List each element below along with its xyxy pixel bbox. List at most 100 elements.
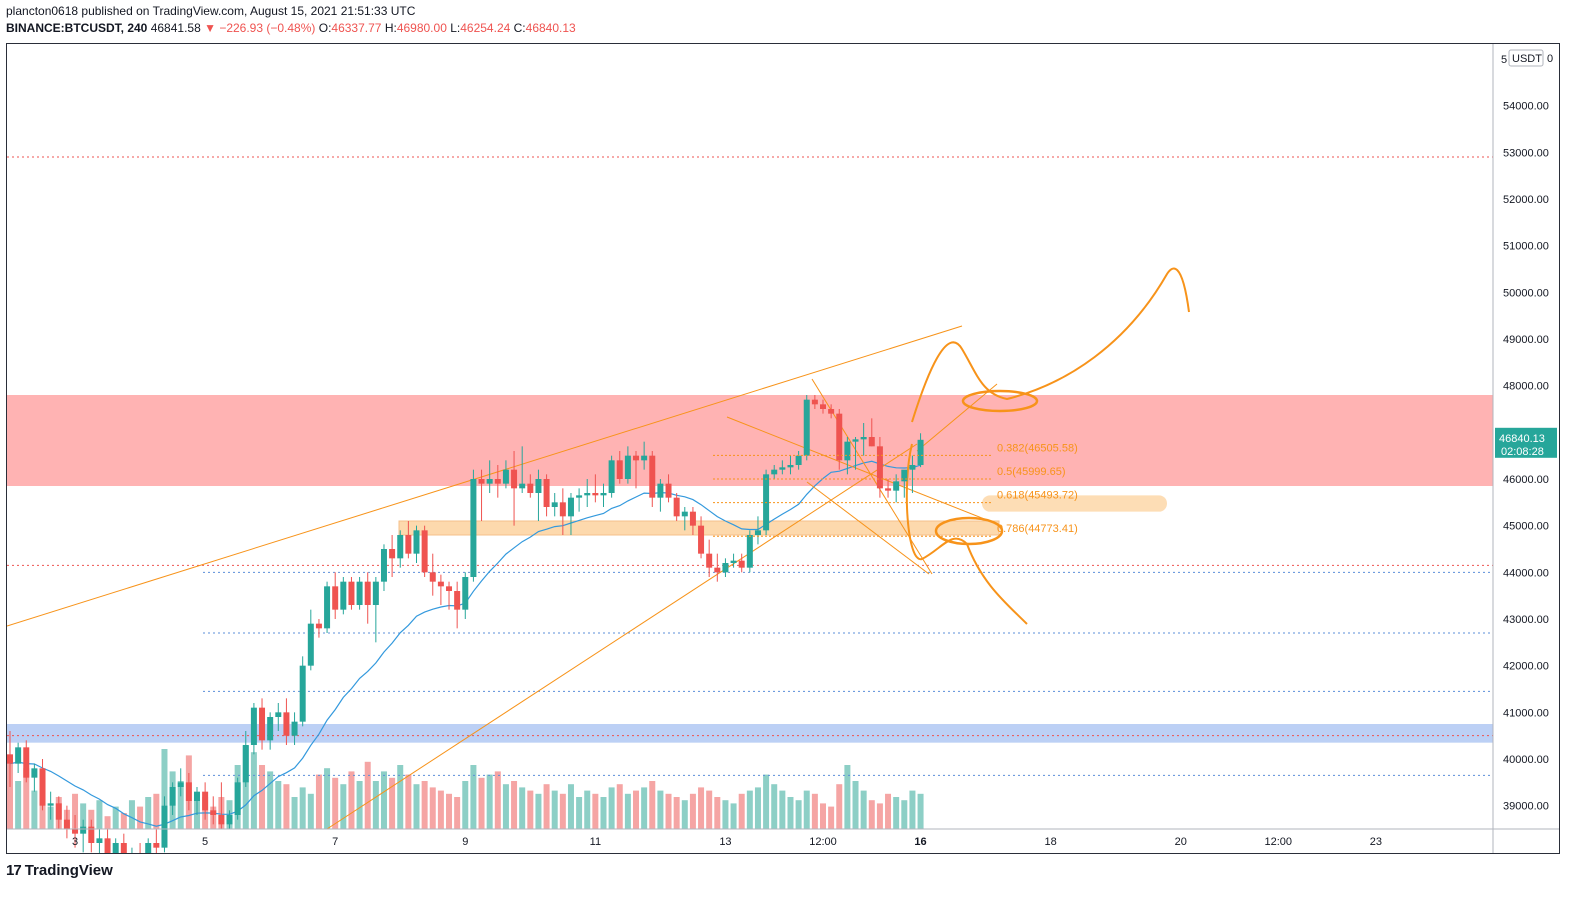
volume-bar	[844, 765, 851, 829]
x-tick-label: 16	[914, 836, 926, 848]
candle-body	[153, 843, 160, 848]
volume-bar	[836, 784, 843, 829]
volume-bar	[909, 790, 916, 829]
candle-body	[275, 712, 282, 717]
y-tick-label: 46000.00	[1503, 474, 1549, 486]
volume-bar	[307, 793, 314, 829]
candle-body	[397, 535, 404, 559]
volume-bar	[275, 781, 282, 829]
candle-body	[299, 665, 306, 722]
y-tick-label: 43000.00	[1503, 614, 1549, 626]
volume-bar	[429, 787, 436, 829]
candle-body	[689, 511, 696, 526]
volume-bar	[592, 793, 599, 829]
volume-bar	[315, 774, 322, 829]
candle-body	[665, 483, 672, 498]
volume-bar	[828, 806, 835, 829]
candle-body	[234, 782, 241, 815]
candle-body	[120, 843, 127, 853]
candle-body	[543, 479, 550, 507]
last-price-tag-value: 46840.13	[1499, 433, 1545, 445]
volume-bar	[860, 790, 867, 829]
candle-body	[210, 810, 217, 815]
volume-bar	[177, 781, 184, 829]
candle-body	[795, 455, 802, 465]
candle-body	[852, 439, 859, 442]
candle-body	[185, 782, 192, 801]
candle-body	[535, 479, 542, 493]
candle-body	[885, 488, 892, 491]
volume-bar	[763, 774, 770, 829]
open-label: O:	[318, 21, 332, 35]
high-label: H:	[384, 21, 397, 35]
x-tick-label: 11	[590, 836, 601, 848]
y-tick-label: 50000.00	[1503, 287, 1549, 299]
volume-bar	[15, 781, 22, 829]
volume-bar	[494, 771, 501, 829]
candle-body	[641, 455, 648, 461]
volume-bar	[673, 797, 680, 829]
chart-frame[interactable]: 0.382(46505.58) 0.5(45999.65) 0.618(45493.…	[6, 43, 1560, 854]
y-tick-label: 54000.00	[1503, 101, 1549, 113]
candle-body	[283, 712, 290, 736]
candle-body	[478, 479, 485, 484]
volume-bar	[291, 797, 298, 829]
volume-bar	[698, 787, 705, 829]
volume-bar	[811, 793, 818, 829]
candle-body	[787, 465, 794, 468]
last-price-tag	[1495, 427, 1557, 458]
candle-body	[893, 481, 900, 491]
volume-bar	[543, 784, 550, 829]
volume-bar	[267, 771, 274, 829]
volume-bar	[746, 790, 753, 829]
volume-bar	[535, 793, 542, 829]
volume-bar	[454, 797, 461, 829]
circle-target-lower	[934, 516, 1004, 546]
candle-body	[738, 560, 745, 568]
volume-bar	[689, 793, 696, 829]
volume-bar	[413, 784, 420, 829]
upper-trendline	[7, 325, 963, 627]
close-value: 46840.13	[525, 21, 576, 35]
candle-body	[324, 586, 331, 629]
candle-body	[836, 413, 843, 461]
price-chart[interactable]: 0.382(46505.58) 0.5(45999.65) 0.618(45493.…	[7, 44, 1559, 853]
candle-body	[754, 530, 761, 535]
symbol-label[interactable]: BINANCE:BTCUSDT, 240	[6, 21, 148, 35]
ohlc-legend: BINANCE:BTCUSDT, 240 46841.58 ▼ −226.93 …	[6, 20, 576, 37]
currency-label[interactable]: USDT	[1512, 53, 1542, 65]
volume-bar	[340, 784, 347, 829]
volume-bar	[137, 806, 144, 829]
candle-body	[746, 535, 753, 568]
currency-label-partial: 0	[1547, 53, 1553, 65]
x-tick-label: 3	[72, 836, 78, 848]
candle-body	[218, 815, 225, 825]
currency-badge[interactable]	[1508, 49, 1544, 67]
channel-line	[726, 416, 998, 525]
candle-body	[559, 502, 566, 517]
x-tick-label: 5	[202, 836, 208, 848]
candle-body	[657, 483, 664, 498]
volume-bar	[730, 803, 737, 829]
high-value: 46980.00	[396, 21, 447, 35]
volume-bar	[771, 784, 778, 829]
candle-body	[193, 791, 200, 801]
last-price: 46841.58	[150, 21, 201, 35]
tradingview-logo-icon: 17	[6, 862, 22, 879]
volume-bar	[885, 793, 892, 829]
volume-bar	[616, 784, 623, 829]
volume-bar	[250, 752, 257, 829]
channel-line	[806, 481, 930, 575]
candle-body	[527, 483, 534, 493]
x-tick-label: 18	[1045, 836, 1057, 848]
candle-body	[291, 721, 298, 736]
candle-body	[145, 843, 152, 853]
candle-body	[470, 479, 477, 577]
candle-body	[917, 439, 924, 465]
volume-bar	[584, 790, 591, 829]
blue-zone	[7, 724, 1493, 743]
candle-body	[340, 581, 347, 610]
volume-bar	[462, 781, 469, 829]
candle-body	[462, 577, 469, 610]
volume-bar	[259, 765, 266, 829]
